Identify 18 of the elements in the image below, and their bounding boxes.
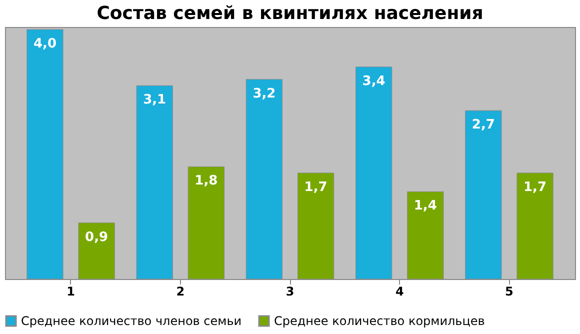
legend-label: Среднее количество кормильцев [274,314,485,328]
data-label: 3,2 [252,86,276,102]
data-label: 1,7 [304,180,328,195]
x-tick-label: 2 [176,284,185,298]
x-tick-label: 3 [286,284,294,298]
data-label: 0,9 [85,230,108,245]
data-label: 3,1 [143,92,166,108]
x-tick-label: 5 [505,284,514,298]
data-label: 3,4 [362,74,386,89]
data-label: 2,7 [472,118,495,133]
chart-title: Состав семей в квинтилях населения [96,3,484,24]
legend-label: Среднее количество членов семьи [21,314,242,328]
data-label: 1,4 [414,198,437,214]
data-label: 1,7 [524,180,547,195]
x-tick-label: 1 [66,284,75,298]
data-label: 1,8 [194,174,218,189]
x-tick-label: 4 [395,284,404,298]
data-label: 4,0 [33,36,56,52]
